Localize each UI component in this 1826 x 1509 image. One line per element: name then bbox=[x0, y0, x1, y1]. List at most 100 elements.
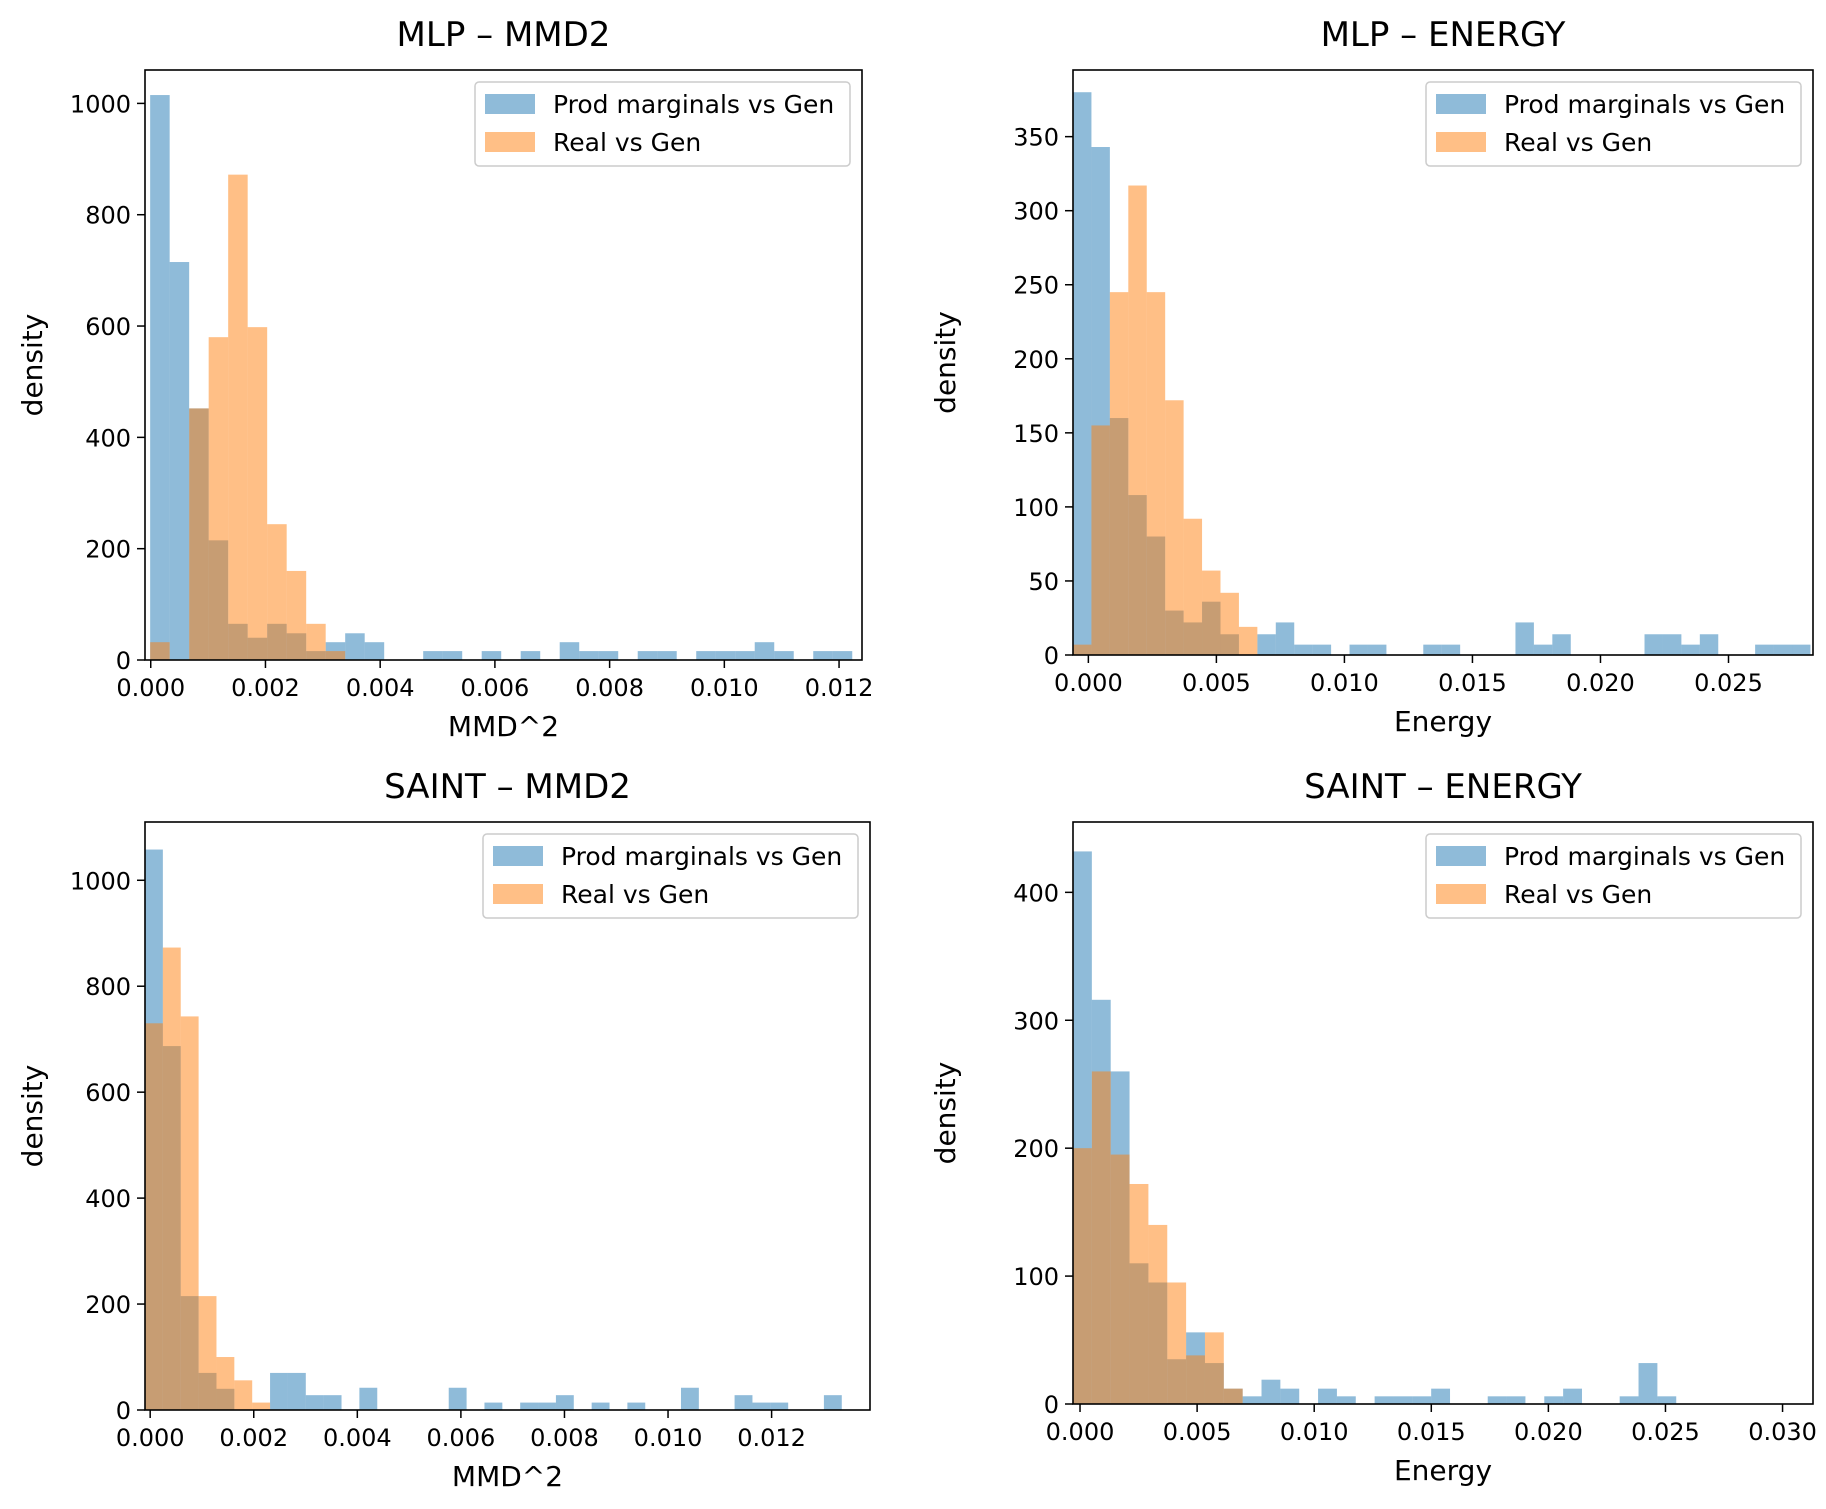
bar-prod-marginals bbox=[270, 1372, 288, 1410]
bar-real-vs-gen bbox=[1109, 292, 1129, 655]
bar-real-vs-gen bbox=[1146, 292, 1166, 655]
bar-real-vs-gen bbox=[198, 1296, 217, 1410]
chart-title: SAINT – ENERGY bbox=[1304, 767, 1582, 807]
bar-prod-marginals bbox=[1423, 644, 1442, 655]
y-tick-label: 100 bbox=[1013, 1263, 1059, 1291]
x-tick-label: 0.005 bbox=[1163, 1418, 1232, 1446]
legend-entry-label: Real vs Gen bbox=[561, 880, 709, 909]
bar-real-vs-gen bbox=[1183, 518, 1203, 655]
x-tick-label: 0.025 bbox=[1631, 1418, 1700, 1446]
bar-prod-marginals bbox=[680, 1387, 699, 1410]
legend-entry-label: Real vs Gen bbox=[553, 128, 701, 157]
panel-mlp-energy: 0.000 0.005 0.010 0.015 0.020 0.025 0 50 100 150 2… bbox=[913, 0, 1826, 752]
bar-prod-marginals bbox=[1280, 1388, 1300, 1404]
bar-real-vs-gen bbox=[286, 570, 307, 660]
axes-frame bbox=[1072, 69, 1814, 656]
bar-prod-marginals bbox=[1662, 634, 1682, 655]
bar-prod-marginals bbox=[774, 651, 794, 660]
legend-swatch bbox=[1436, 94, 1486, 114]
axes-frame bbox=[1072, 821, 1814, 1405]
bar-real-vs-gen bbox=[1204, 1332, 1224, 1404]
bar-prod-marginals bbox=[1755, 644, 1774, 655]
bar-real-vs-gen bbox=[1073, 1148, 1092, 1404]
bar-prod-marginals bbox=[813, 651, 833, 660]
bar-prod-marginals bbox=[442, 651, 463, 660]
x-tick-label: 0.015 bbox=[1438, 669, 1507, 697]
y-tick-label: 250 bbox=[1013, 272, 1059, 300]
bar-prod-marginals bbox=[591, 1402, 610, 1410]
y-tick-label: 1000 bbox=[70, 867, 131, 895]
legend: Prod marginals vs Gen Real vs Gen bbox=[482, 833, 859, 919]
bar-prod-marginals bbox=[1619, 1396, 1639, 1404]
bar-prod-marginals bbox=[1638, 1363, 1658, 1404]
x-axis-label: Energy bbox=[1394, 1454, 1492, 1487]
x-tick-label: 0.000 bbox=[1054, 669, 1123, 697]
x-tick-label: 0.015 bbox=[1397, 1418, 1466, 1446]
bar-prod-marginals bbox=[832, 651, 853, 660]
y-tick-label: 50 bbox=[1028, 568, 1059, 596]
bar-prod-marginals bbox=[627, 1402, 646, 1410]
legend-entry-label: Prod marginals vs Gen bbox=[553, 90, 834, 119]
x-tick-label: 0.030 bbox=[1748, 1418, 1817, 1446]
legend-swatch bbox=[1436, 846, 1486, 866]
legend-swatch bbox=[493, 846, 543, 866]
legend-entry-label: Prod marginals vs Gen bbox=[1504, 842, 1785, 871]
x-tick-label: 0.006 bbox=[461, 674, 530, 702]
chart-title: MLP – MMD2 bbox=[397, 15, 611, 55]
legend-entry-label: Real vs Gen bbox=[1504, 128, 1652, 157]
bar-prod-marginals bbox=[538, 1402, 556, 1410]
bar-prod-marginals bbox=[1275, 622, 1295, 655]
bar-prod-marginals bbox=[520, 651, 541, 660]
bar-prod-marginals bbox=[1515, 622, 1534, 655]
bar-real-vs-gen bbox=[150, 642, 170, 660]
bars-group bbox=[145, 849, 842, 1410]
bar-prod-marginals bbox=[1552, 634, 1571, 655]
y-tick-label: 0 bbox=[1044, 642, 1059, 670]
y-tick-label: 0 bbox=[1044, 1391, 1059, 1419]
legend-entry-label: Prod marginals vs Gen bbox=[1504, 90, 1785, 119]
bar-real-vs-gen bbox=[1220, 592, 1239, 655]
bar-real-vs-gen bbox=[145, 1023, 163, 1410]
bar-prod-marginals bbox=[1533, 644, 1553, 655]
y-tick-label: 0 bbox=[116, 1397, 131, 1425]
bar-prod-marginals bbox=[359, 1387, 378, 1410]
bar-prod-marginals bbox=[305, 1395, 324, 1410]
bar-prod-marginals bbox=[1393, 1396, 1413, 1404]
bar-prod-marginals bbox=[1367, 644, 1387, 655]
bar-prod-marginals bbox=[752, 1402, 771, 1410]
x-tick-label: 0.010 bbox=[634, 1424, 703, 1452]
bar-real-vs-gen bbox=[1091, 425, 1110, 655]
bar-prod-marginals bbox=[1506, 1396, 1526, 1404]
x-tick-label: 0.000 bbox=[116, 674, 185, 702]
bar-real-vs-gen bbox=[189, 408, 209, 660]
bar-prod-marginals bbox=[1773, 644, 1793, 655]
bar-real-vs-gen bbox=[162, 947, 181, 1410]
bar-real-vs-gen bbox=[208, 337, 229, 660]
bar-prod-marginals bbox=[423, 651, 443, 660]
chart-svg: 0.000 0.002 0.004 0.006 0.008 0.010 0.012 0 200 4… bbox=[16, 15, 873, 743]
bar-real-vs-gen bbox=[216, 1357, 235, 1410]
bar-prod-marginals bbox=[323, 1395, 342, 1410]
y-axis-label: density bbox=[16, 1065, 49, 1168]
x-tick-label: 0.008 bbox=[530, 1424, 599, 1452]
legend: Prod marginals vs Gen Real vs Gen bbox=[1425, 81, 1802, 167]
legend-swatch bbox=[1436, 884, 1486, 904]
chart-title: SAINT – MMD2 bbox=[384, 767, 631, 807]
bar-prod-marginals bbox=[520, 1402, 539, 1410]
bar-real-vs-gen bbox=[325, 651, 346, 660]
chart-svg: 0.000 0.002 0.004 0.006 0.008 0.010 0.012 0 200 4… bbox=[16, 767, 871, 1493]
x-tick-label: 0.010 bbox=[1310, 669, 1379, 697]
y-tick-label: 800 bbox=[85, 973, 131, 1001]
y-tick-label: 200 bbox=[1013, 346, 1059, 374]
x-tick-label: 0.000 bbox=[116, 1424, 185, 1452]
bar-prod-marginals bbox=[1294, 644, 1313, 655]
legend-swatch bbox=[485, 94, 535, 114]
x-tick-label: 0.000 bbox=[1046, 1418, 1115, 1446]
bar-real-vs-gen bbox=[1167, 1282, 1187, 1404]
bar-prod-marginals bbox=[1073, 92, 1092, 655]
x-tick-label: 0.020 bbox=[1566, 669, 1635, 697]
legend: Prod marginals vs Gen Real vs Gen bbox=[1425, 833, 1802, 919]
bar-prod-marginals bbox=[1374, 1396, 1394, 1404]
bar-real-vs-gen bbox=[1128, 185, 1147, 655]
bar-prod-marginals bbox=[1487, 1396, 1507, 1404]
